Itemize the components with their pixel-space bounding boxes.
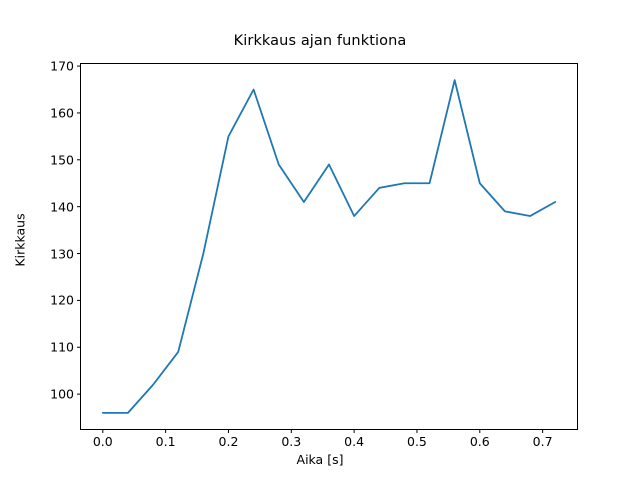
y-tick-label: 120 xyxy=(50,292,74,308)
x-axis-label: Aika [s] xyxy=(296,452,344,467)
line-series-kirkkaus xyxy=(101,79,557,414)
y-tick-label: 150 xyxy=(50,152,74,168)
x-tick-label: 0.0 xyxy=(92,434,113,449)
y-tick-label: 170 xyxy=(50,58,74,74)
x-tick-label: 0.5 xyxy=(407,434,427,449)
chart-title: Kirkkaus ajan funktiona xyxy=(233,33,407,49)
y-tick-label: 140 xyxy=(50,199,74,215)
data-series-layer xyxy=(101,79,557,414)
y-tick-label: 130 xyxy=(50,246,74,262)
x-tick-label: 0.6 xyxy=(469,434,490,449)
x-tick-label: 0.4 xyxy=(344,434,365,449)
axes-frame xyxy=(80,63,578,430)
y-tick-label: 110 xyxy=(50,339,74,355)
y-tick-label: 100 xyxy=(50,386,74,402)
x-tick-label: 0.7 xyxy=(532,434,553,449)
y-tick-label: 160 xyxy=(50,105,74,121)
x-tick-marks xyxy=(102,429,544,433)
x-tick-label: 0.1 xyxy=(155,434,176,449)
y-tick-marks xyxy=(77,65,81,395)
x-tick-label: 0.3 xyxy=(281,434,302,449)
x-tick-label: 0.2 xyxy=(218,434,239,449)
